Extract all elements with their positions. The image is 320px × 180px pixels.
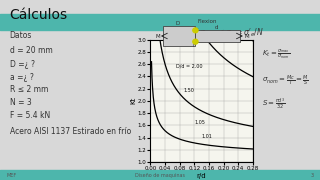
Text: M: M <box>156 33 160 39</box>
Text: $S = \frac{\pi d^3}{32}$: $S = \frac{\pi d^3}{32}$ <box>262 97 286 112</box>
Text: $K_t = \frac{\sigma_{max}}{\sigma_{nom}}$: $K_t = \frac{\sigma_{max}}{\sigma_{nom}}… <box>262 47 291 61</box>
Text: d: d <box>214 25 218 30</box>
Circle shape <box>193 39 198 44</box>
Text: M: M <box>245 33 249 39</box>
Text: Cálculos: Cálculos <box>10 8 68 22</box>
Circle shape <box>193 28 198 33</box>
Text: Flexion: Flexion <box>198 19 217 24</box>
Text: D/d = 2.00: D/d = 2.00 <box>176 63 203 68</box>
X-axis label: r/d: r/d <box>197 173 206 179</box>
Text: 1.50: 1.50 <box>183 88 194 93</box>
Text: F = 5.4 kN: F = 5.4 kN <box>10 111 50 120</box>
Text: R ≤ 2 mm: R ≤ 2 mm <box>10 86 48 94</box>
Text: $\sigma_{nom} = \frac{Mc}{I} = \frac{M}{S}$: $\sigma_{nom} = \frac{Mc}{I} = \frac{M}{… <box>262 74 309 88</box>
Text: MEF: MEF <box>6 173 17 178</box>
Text: Diseño de maquinas: Diseño de maquinas <box>135 173 185 178</box>
Text: 3: 3 <box>310 173 314 178</box>
Bar <box>196 30 240 42</box>
Text: N = 3: N = 3 <box>10 98 31 107</box>
Text: Acero AISI 1137 Estirado en frío: Acero AISI 1137 Estirado en frío <box>10 127 131 136</box>
Text: $K_t\sigma_{max} < \sigma_d = \sigma'_e/N$: $K_t\sigma_{max} < \sigma_d = \sigma'_e/… <box>192 26 264 39</box>
Text: Datos: Datos <box>10 31 32 40</box>
Text: 1.05: 1.05 <box>194 120 205 125</box>
Text: a =¿ ?: a =¿ ? <box>10 73 34 82</box>
Text: 1.01: 1.01 <box>202 134 212 139</box>
Text: r: r <box>192 42 194 48</box>
Text: D =¿ ?: D =¿ ? <box>10 60 35 69</box>
Bar <box>163 26 196 46</box>
Y-axis label: Kt: Kt <box>130 97 136 104</box>
Text: D: D <box>175 21 180 26</box>
Text: d = 20 mm: d = 20 mm <box>10 46 52 55</box>
